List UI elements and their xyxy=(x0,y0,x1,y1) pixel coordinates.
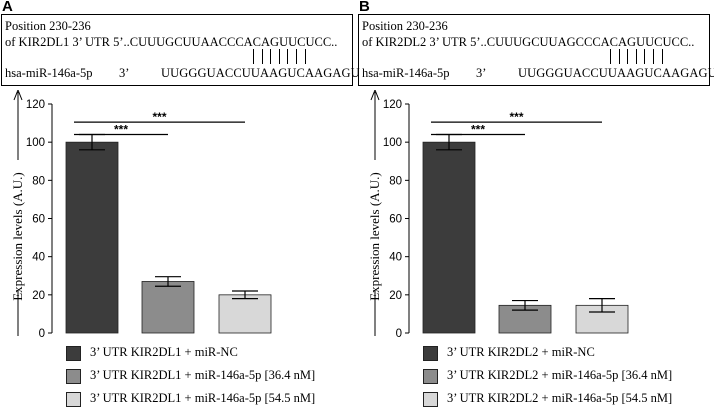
base-pair-line xyxy=(304,49,306,64)
legend-label: 3’ UTR KIR2DL1 + miR-NC xyxy=(90,345,238,359)
panel-a: A Position 230-236 of KIR2DL1 3’ UTR 5’.… xyxy=(1,0,360,407)
base-pair-line xyxy=(253,49,254,64)
legend-swatch xyxy=(423,392,438,407)
base-pair-line xyxy=(296,49,297,64)
base-pair-line xyxy=(261,49,263,64)
y-label-arrow-head xyxy=(370,90,380,101)
legend-swatch xyxy=(66,346,81,361)
base-pair-line xyxy=(287,49,289,64)
utr-sequence: of KIR2DL2 3’ UTR 5’..CUUUGCUUAGCCCACAGU… xyxy=(362,35,695,49)
sequence-alignment-box: Position 230-236 of KIR2DL1 3’ UTR 5’..C… xyxy=(1,14,360,86)
bar-chart: 0 20 40 60 80 100 120 Expression levels (A.U.) *… xyxy=(367,90,629,338)
legend-swatch xyxy=(66,392,81,407)
base-pair-line xyxy=(653,49,654,64)
panel-b: B Position 230-236 of KIR2DL2 3’ UTR 5’.… xyxy=(357,0,714,415)
y-tick-label: 100 xyxy=(26,137,45,149)
y-tick-label: 40 xyxy=(32,252,45,264)
bar xyxy=(65,141,119,334)
base-pair-line xyxy=(661,49,663,64)
base-pair-line xyxy=(278,49,280,64)
bar-chart: 0 20 40 60 80 100 120 Expression levels (A.U.) *… xyxy=(10,90,272,338)
legend-swatch xyxy=(423,369,438,384)
base-pair-line xyxy=(644,49,646,64)
base-pair-line xyxy=(610,49,611,64)
y-tick-label: 120 xyxy=(26,99,45,111)
sequence-alignment-box: Position 230-236 of KIR2DL2 3’ UTR 5’..C… xyxy=(358,14,714,86)
significance-label: *** xyxy=(509,110,523,124)
mirna-name: hsa-miR-146a-5p xyxy=(5,66,93,80)
legend-label: 3’ UTR KIR2DL1 + miR-146a-5p [54.5 nM] xyxy=(90,391,316,405)
sequence-position: Position 230-236 xyxy=(362,19,448,33)
significance-label: *** xyxy=(471,123,485,137)
mirna-prime-label: 3’ xyxy=(476,66,487,80)
bar xyxy=(422,141,476,334)
mirna-sequence: UUGGGUACCUUAAGUCAAGAGU xyxy=(161,66,360,80)
y-axis-label: Expression levels (A.U.) xyxy=(367,172,382,301)
y-tick-label: 40 xyxy=(389,252,402,264)
mirna-sequence: UUGGGUACCUUAAGUCAAGAGU xyxy=(518,66,714,80)
mirna-prime-label: 3’ xyxy=(119,66,130,80)
base-pair-line xyxy=(618,49,620,64)
base-pair-lines xyxy=(2,49,354,65)
significance-label: *** xyxy=(152,110,166,124)
bar xyxy=(218,294,272,334)
legend-swatch xyxy=(423,346,438,361)
y-tick-label: 0 xyxy=(39,328,45,338)
base-pair-line xyxy=(635,49,637,64)
y-label-arrow-head xyxy=(13,90,23,101)
bar xyxy=(575,304,629,334)
legend-label: 3’ UTR KIR2DL2 + miR-146a-5p [54.5 nM] xyxy=(447,391,673,405)
y-tick-label: 60 xyxy=(389,214,402,226)
legend-label: 3’ UTR KIR2DL2 + miR-146a-5p [36.4 nM] xyxy=(447,368,673,382)
y-tick-label: 120 xyxy=(383,99,402,111)
panel-letter: B xyxy=(359,0,370,15)
base-pair-line xyxy=(270,49,272,64)
y-axis-label: Expression levels (A.U.) xyxy=(10,172,25,301)
legend-label: 3’ UTR KIR2DL1 + miR-146a-5p [36.4 nM] xyxy=(90,368,316,382)
y-tick-label: 20 xyxy=(32,290,45,302)
y-tick-label: 80 xyxy=(32,175,45,187)
y-tick-label: 60 xyxy=(32,214,45,226)
base-pair-line xyxy=(627,49,629,64)
y-tick-label: 20 xyxy=(389,290,402,302)
panel-letter: A xyxy=(2,0,13,15)
y-tick-label: 100 xyxy=(383,137,402,149)
sequence-position: Position 230-236 xyxy=(5,19,91,33)
bar xyxy=(141,281,195,334)
legend-swatch xyxy=(66,369,81,384)
significance-label: *** xyxy=(114,123,128,137)
y-tick-label: 80 xyxy=(389,175,402,187)
utr-sequence: of KIR2DL1 3’ UTR 5’..CUUUGCUUAACCCACAGU… xyxy=(5,35,338,49)
legend-label: 3’ UTR KIR2DL2 + miR-NC xyxy=(447,345,595,359)
base-pair-lines xyxy=(359,49,711,65)
mirna-name: hsa-miR-146a-5p xyxy=(362,66,450,80)
y-tick-label: 0 xyxy=(396,328,402,338)
